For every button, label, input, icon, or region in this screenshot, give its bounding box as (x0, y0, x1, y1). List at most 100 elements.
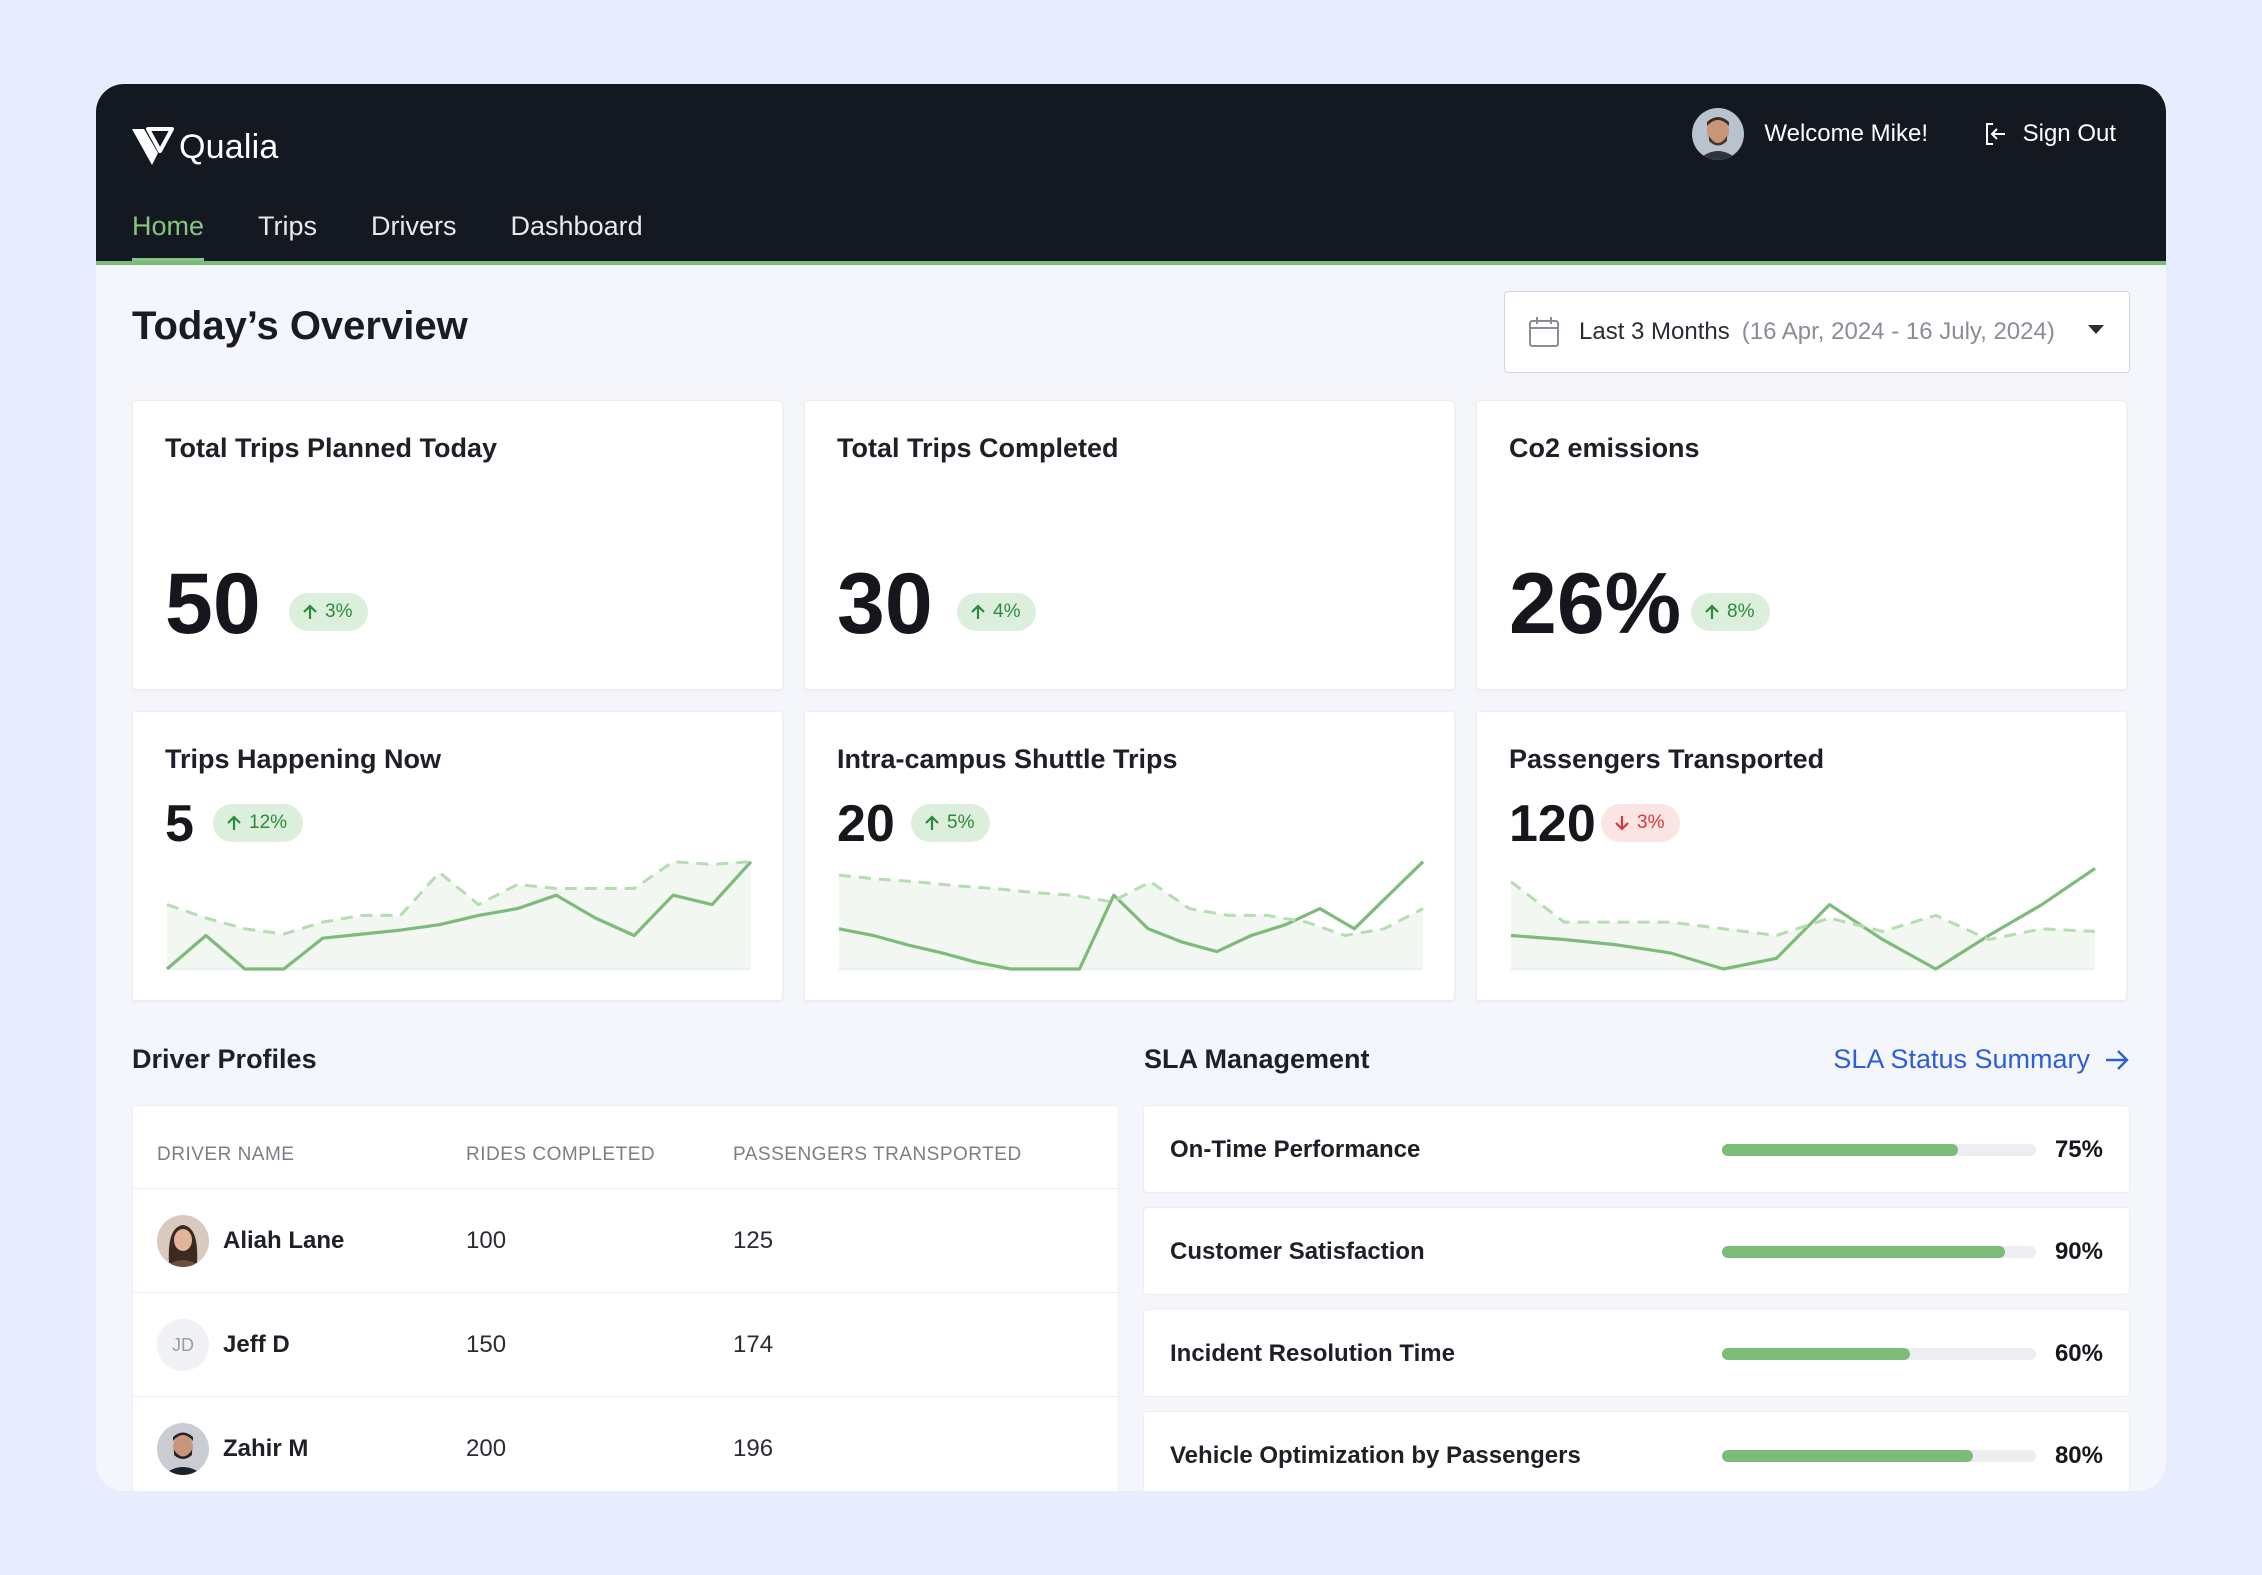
date-range-label: Last 3 Months (1579, 318, 1730, 345)
driver-name: Zahir M (223, 1435, 309, 1462)
driver-name: Aliah Lane (223, 1227, 345, 1254)
passengers-transported: 125 (733, 1227, 774, 1254)
sla-item: On-Time Performance 75% (1143, 1105, 2130, 1193)
top-header: Qualia Home Trips Drivers Dashboard Welc… (96, 84, 2166, 265)
driver-profiles-title: Driver Profiles (132, 1044, 317, 1074)
trend-change-value: 5% (947, 812, 975, 833)
trend-title: Trips Happening Now (165, 744, 442, 774)
rides-completed: 200 (466, 1435, 507, 1462)
calendar-icon (1529, 317, 1559, 347)
sla-progress-fill (1722, 1144, 1958, 1156)
sla-progress-track (1722, 1348, 2036, 1360)
stat-change-value: 8% (1727, 601, 1755, 622)
welcome-text: Welcome Mike! (1764, 120, 1928, 147)
main-nav: Home Trips Drivers Dashboard (132, 206, 697, 261)
sign-out-icon (1985, 123, 2005, 145)
qualia-logo-icon (132, 127, 174, 165)
sla-progress-fill (1722, 1348, 1911, 1360)
sign-out-button[interactable]: Sign Out (1983, 106, 2116, 162)
user-menu[interactable]: Welcome Mike! (1692, 106, 1928, 162)
arrow-up-icon (1705, 604, 1719, 619)
column-header-driver-name[interactable]: DRIVER NAME (157, 1144, 295, 1165)
driver-avatar (157, 1215, 209, 1267)
trend-card-passengers: Passengers Transported 120 3% (1476, 711, 2127, 1001)
user-avatar[interactable] (1692, 108, 1745, 160)
app-window: Qualia Home Trips Drivers Dashboard Welc… (96, 84, 2166, 1491)
sparkline-series-solid (165, 860, 753, 971)
nav-trips[interactable]: Trips (258, 211, 318, 241)
arrow-up-icon (925, 815, 939, 830)
nav-home[interactable]: Home (132, 206, 205, 261)
sparkline-area-1 (1511, 881, 2095, 969)
table-row[interactable]: Aliah Lane 100 125 (133, 1189, 1118, 1293)
trend-value: 120 (1509, 795, 1596, 853)
table-row[interactable]: JD Jeff D 150 174 (133, 1293, 1118, 1397)
sparkline-chart (165, 860, 753, 971)
sla-progress-fill (1722, 1450, 1974, 1462)
sla-percentage: 90% (2054, 1238, 2103, 1265)
sla-percentage: 60% (2054, 1340, 2103, 1367)
trend-value: 20 (837, 795, 895, 853)
stat-change-value: 4% (993, 601, 1021, 622)
trend-value: 5 (165, 795, 194, 853)
stat-title: Total Trips Planned Today (165, 433, 498, 463)
page-title: Today’s Overview (132, 304, 468, 348)
arrow-down-icon (1615, 816, 1629, 831)
arrow-right-icon (2106, 1049, 2129, 1070)
rides-completed: 150 (466, 1331, 507, 1358)
stat-card-trips-planned: Total Trips Planned Today 50 3% (132, 400, 783, 690)
sparkline-series-solid (1510, 867, 2096, 971)
stat-value: 26% (1509, 556, 1682, 652)
sla-label: Vehicle Optimization by Passengers (1170, 1442, 1581, 1469)
sla-percentage: 80% (2054, 1442, 2103, 1469)
stat-change-badge: 3% (289, 593, 369, 631)
trend-change-value: 12% (249, 812, 288, 833)
sla-label: Customer Satisfaction (1170, 1238, 1425, 1265)
sparkline-series-solid (838, 860, 1425, 971)
passengers-transported: 196 (733, 1435, 774, 1462)
sla-link-label: SLA Status Summary (1833, 1044, 2090, 1074)
sla-label: Incident Resolution Time (1170, 1340, 1455, 1367)
sla-item: Vehicle Optimization by Passengers 80% (1143, 1411, 2130, 1491)
stat-card-trips-completed: Total Trips Completed 30 4% (804, 400, 1455, 690)
sparkline-series-dashed (1510, 880, 2096, 941)
driver-avatar (157, 1423, 209, 1475)
sla-item: Incident Resolution Time 60% (1143, 1309, 2130, 1397)
trend-change-badge: 12% (213, 804, 304, 842)
stat-change-badge: 8% (1691, 593, 1771, 631)
table-row[interactable]: Zahir M 200 196 (133, 1397, 1118, 1491)
stat-change-value: 3% (325, 601, 353, 622)
sla-progress-track (1722, 1144, 2036, 1156)
trend-title: Passengers Transported (1509, 744, 1825, 774)
sla-label: On-Time Performance (1170, 1136, 1421, 1163)
trend-title: Intra-campus Shuttle Trips (837, 744, 1178, 774)
trend-card-shuttle-trips: Intra-campus Shuttle Trips 20 5% (804, 711, 1455, 1001)
sla-management-title: SLA Management (1144, 1044, 1370, 1074)
stat-card-co2: Co2 emissions 26% 8% (1476, 400, 2127, 690)
driver-profiles-table: DRIVER NAME RIDES COMPLETED PASSENGERS T… (132, 1105, 1119, 1491)
stat-value: 50 (165, 556, 261, 652)
nav-drivers[interactable]: Drivers (371, 211, 457, 241)
stat-value: 30 (837, 556, 933, 652)
column-header-rides[interactable]: RIDES COMPLETED (466, 1144, 656, 1165)
sla-progress-track (1722, 1246, 2036, 1258)
sla-item: Customer Satisfaction 90% (1143, 1207, 2130, 1295)
trend-change-value: 3% (1637, 812, 1665, 833)
sla-progress-track (1722, 1450, 2036, 1462)
arrow-up-icon (971, 604, 985, 619)
arrow-up-icon (227, 815, 241, 830)
sparkline-series-dashed (838, 873, 1424, 937)
driver-name: Jeff D (223, 1331, 290, 1358)
date-range-dropdown[interactable]: Last 3 Months (16 Apr, 2024 - 16 July, 2… (1504, 291, 2130, 373)
stat-title: Total Trips Completed (837, 433, 1119, 463)
brand-name: Qualia (179, 127, 279, 166)
stat-title: Co2 emissions (1509, 433, 1700, 463)
trend-change-badge: 5% (911, 804, 991, 842)
sparkline-area-1 (167, 861, 751, 969)
sparkline-chart (1510, 867, 2096, 971)
brand-logo[interactable]: Qualia (130, 122, 278, 172)
driver-avatar: JD (157, 1319, 209, 1371)
sla-status-summary-link[interactable]: SLA Status Summary (1833, 1044, 2130, 1075)
column-header-passengers[interactable]: PASSENGERS TRANSPORTED (733, 1144, 1022, 1165)
nav-dashboard[interactable]: Dashboard (510, 211, 643, 241)
